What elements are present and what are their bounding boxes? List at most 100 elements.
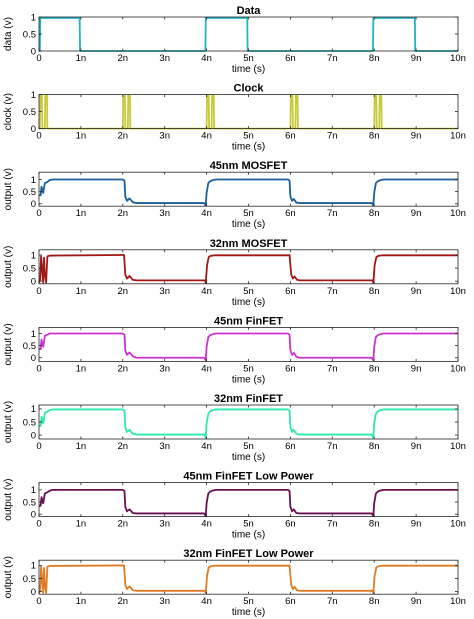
y-axis-label: clock (v)	[3, 93, 14, 130]
x-axis-label: time (s)	[232, 452, 265, 463]
x-axis-label: time (s)	[232, 142, 265, 153]
chart-title: Clock	[234, 83, 265, 95]
x-tick-label: 9n	[411, 596, 422, 607]
y-axis-label: output (v)	[3, 168, 14, 210]
chart-panel-1: Clock 0 1n 2n 3n 4n 5n 6n 7n 8n 9n 10n 0 0.5 1 time (s)…	[3, 83, 466, 153]
x-tick-label: 1n	[76, 441, 87, 452]
x-tick-label: 10n	[450, 441, 466, 452]
x-tick-label: 9n	[411, 286, 422, 297]
x-tick-label: 3n	[159, 363, 170, 374]
x-tick-label: 6n	[285, 131, 296, 142]
y-tick-label: 0	[31, 587, 36, 598]
y-tick-label: 1	[31, 404, 36, 415]
y-tick-label: 0.5	[23, 341, 36, 352]
x-tick-label: 3n	[159, 208, 170, 219]
x-tick-label: 0	[36, 596, 41, 607]
y-tick-label: 0	[31, 46, 36, 57]
x-tick-label: 3n	[159, 519, 170, 530]
x-tick-label: 0	[36, 441, 41, 452]
x-tick-label: 5n	[243, 53, 254, 64]
y-tick-label: 0	[31, 509, 36, 520]
x-tick-label: 9n	[411, 363, 422, 374]
x-tick-label: 4n	[201, 441, 212, 452]
x-tick-label: 6n	[285, 596, 296, 607]
x-tick-label: 7n	[327, 208, 338, 219]
y-tick-label: 0	[31, 276, 36, 287]
chart-panel-6: 45nm FinFET Low Power 0 1n 2n 3n 4n 5n 6n 7n 8n 9n…	[3, 471, 466, 541]
x-tick-label: 5n	[243, 363, 254, 374]
x-tick-label: 5n	[243, 208, 254, 219]
y-axis-label: output (v)	[3, 401, 14, 443]
plot-frame	[38, 482, 459, 518]
x-tick-label: 7n	[327, 519, 338, 530]
y-tick-label: 0.5	[23, 574, 36, 585]
x-tick-label: 8n	[369, 596, 380, 607]
x-tick-label: 1n	[76, 596, 87, 607]
y-tick-label: 0	[31, 353, 36, 364]
y-tick-label: 0	[31, 199, 36, 210]
x-tick-label: 7n	[327, 363, 338, 374]
y-tick-label: 0.5	[23, 29, 36, 40]
x-tick-label: 10n	[450, 131, 466, 142]
x-tick-label: 7n	[327, 596, 338, 607]
plot-frame	[38, 171, 459, 207]
chart-panel-4: 45nm FinFET 0 1n 2n 3n 4n 5n 6n 7n 8n 9n 10n 00.51 ti…	[3, 315, 466, 385]
x-tick-label: 0	[36, 53, 41, 64]
x-tick-label: 10n	[450, 363, 466, 374]
chart-panel-0: Data 0 1n 2n 3n 4n 5n 6n 7n 8n 9n 10n 0 0.5 1 time (s) d…	[3, 5, 466, 75]
x-tick-label: 2n	[118, 208, 129, 219]
y-tick-label: 0.5	[23, 107, 36, 118]
x-tick-label: 9n	[411, 441, 422, 452]
x-tick-label: 0	[36, 519, 41, 530]
x-tick-label: 7n	[327, 286, 338, 297]
x-tick-label: 6n	[285, 519, 296, 530]
x-tick-label: 2n	[118, 519, 129, 530]
x-tick-label: 4n	[201, 596, 212, 607]
x-axis-label: time (s)	[232, 607, 265, 618]
x-tick-label: 2n	[118, 441, 129, 452]
y-axis-label: output (v)	[3, 323, 14, 365]
x-tick-label: 1n	[76, 519, 87, 530]
x-tick-label: 4n	[201, 519, 212, 530]
x-tick-label: 6n	[285, 53, 296, 64]
x-tick-label: 5n	[243, 596, 254, 607]
x-tick-label: 8n	[369, 519, 380, 530]
x-tick-label: 4n	[201, 208, 212, 219]
x-axis-label: time (s)	[232, 297, 265, 308]
x-tick-label: 8n	[369, 208, 380, 219]
x-tick-label: 1n	[76, 363, 87, 374]
x-tick-label: 2n	[118, 363, 129, 374]
y-tick-label: 1	[31, 250, 36, 261]
waveform-line	[39, 408, 458, 439]
x-tick-label: 10n	[450, 596, 466, 607]
x-tick-label: 4n	[201, 131, 212, 142]
x-tick-label: 1n	[76, 131, 87, 142]
x-tick-label: 6n	[285, 286, 296, 297]
chart-title: 45nm FinFET	[214, 315, 283, 327]
x-tick-label: 10n	[450, 286, 466, 297]
waveform-line	[38, 17, 458, 52]
y-tick-label: 1	[31, 329, 36, 340]
y-tick-label: 0.5	[23, 417, 36, 428]
y-tick-label: 0	[31, 124, 36, 135]
x-tick-label: 3n	[159, 596, 170, 607]
waveform-line	[39, 488, 458, 517]
x-tick-label: 3n	[159, 131, 170, 142]
chart-title: Data	[237, 5, 262, 17]
x-axis-label: time (s)	[232, 64, 265, 75]
x-tick-label: 4n	[201, 286, 212, 297]
x-axis-label: time (s)	[232, 374, 265, 385]
x-tick-label: 0	[36, 131, 41, 142]
x-tick-label: 6n	[285, 441, 296, 452]
y-axis-label: output (v)	[3, 478, 14, 520]
x-tick-label: 8n	[369, 363, 380, 374]
x-tick-label: 8n	[369, 441, 380, 452]
x-tick-label: 7n	[327, 53, 338, 64]
y-tick-label: 1	[31, 12, 36, 23]
x-tick-label: 1n	[76, 286, 87, 297]
x-tick-label: 9n	[411, 208, 422, 219]
x-tick-label: 5n	[243, 441, 254, 452]
x-tick-label: 8n	[369, 286, 380, 297]
x-tick-label: 6n	[285, 363, 296, 374]
x-tick-label: 4n	[201, 363, 212, 374]
